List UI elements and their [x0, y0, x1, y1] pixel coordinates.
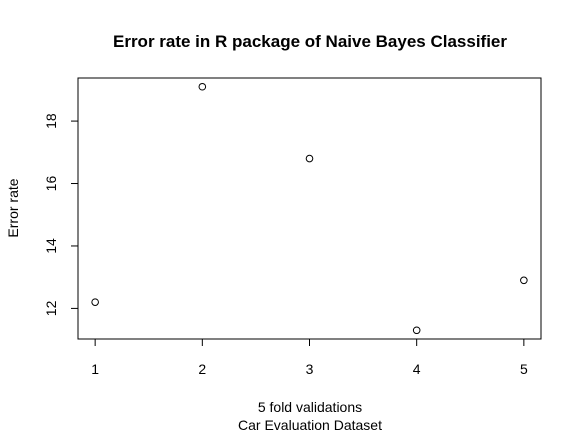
chart-title: Error rate in R package of Naive Bayes C… [113, 32, 507, 51]
x-tick-label: 3 [306, 361, 314, 377]
x-tick-label: 4 [413, 361, 421, 377]
y-axis-label: Error rate [5, 178, 21, 237]
y-tick-label: 18 [43, 113, 59, 129]
x-tick-label: 1 [91, 361, 99, 377]
y-tick-label: 12 [43, 300, 59, 316]
data-point [412, 326, 421, 335]
x-tick-label: 5 [520, 361, 528, 377]
data-point [198, 82, 207, 91]
data-points [91, 82, 528, 335]
data-point [305, 154, 314, 163]
x-axis-label-line2: Car Evaluation Dataset [238, 417, 382, 433]
x-tick-label: 2 [198, 361, 206, 377]
x-axis-label: 5 fold validations [258, 399, 362, 415]
y-tick-label: 16 [43, 176, 59, 192]
plot-frame [77, 77, 542, 340]
y-axis: 12 14 16 18 [43, 113, 79, 316]
data-point [520, 276, 528, 285]
x-axis: 1 2 3 4 5 [91, 338, 528, 377]
y-tick-label: 14 [43, 238, 59, 254]
data-point [91, 298, 99, 306]
